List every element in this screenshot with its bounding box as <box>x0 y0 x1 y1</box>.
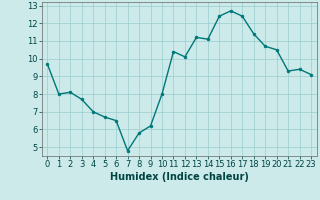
X-axis label: Humidex (Indice chaleur): Humidex (Indice chaleur) <box>110 172 249 182</box>
